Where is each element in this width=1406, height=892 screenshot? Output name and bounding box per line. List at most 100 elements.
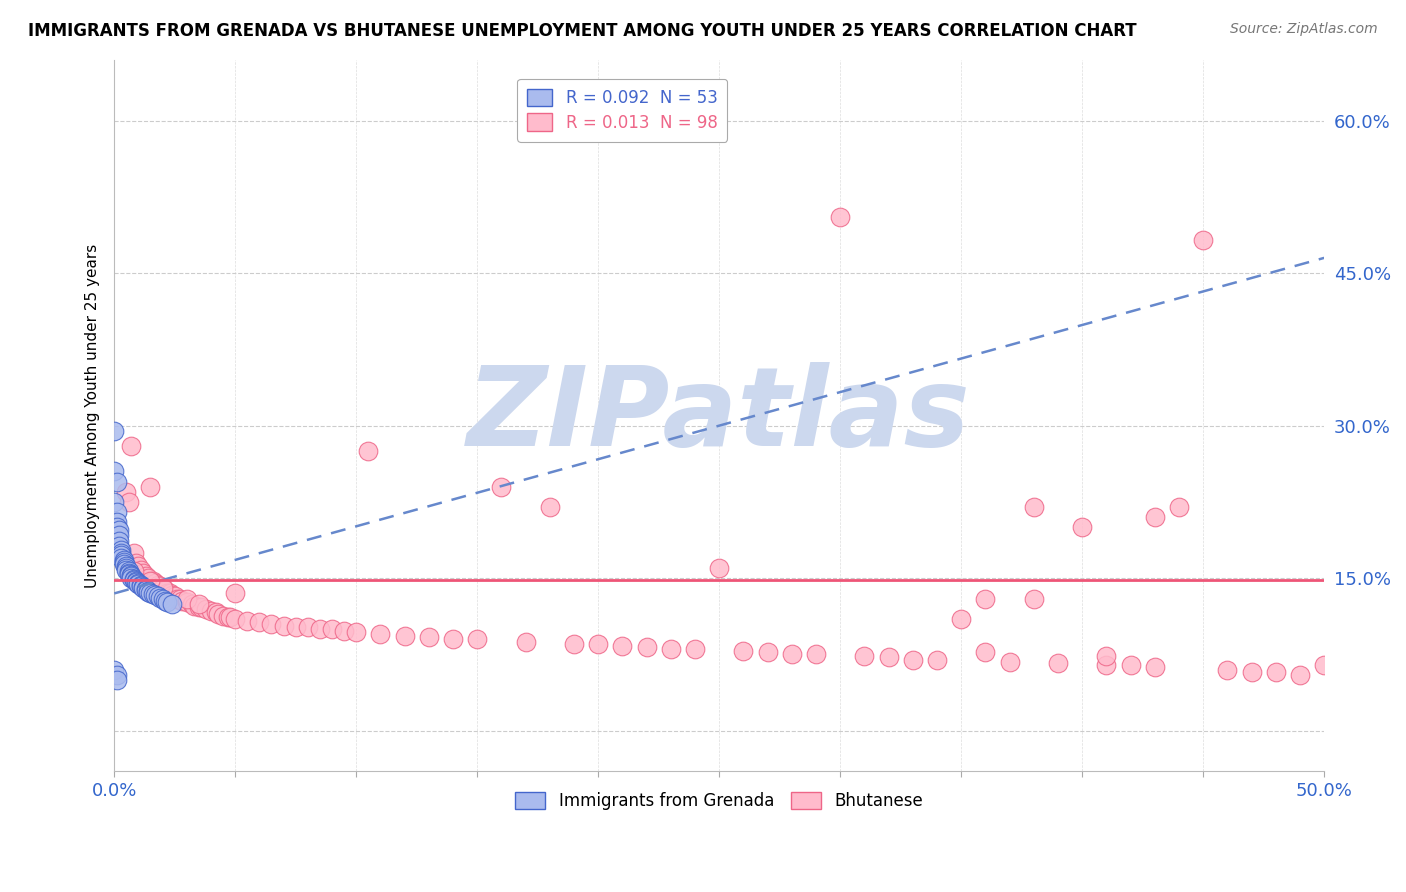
Point	[149, 591, 172, 605]
Point	[122, 546, 145, 560]
Point	[118, 567, 141, 582]
Point	[190, 599, 212, 614]
Point	[370, 627, 392, 641]
Point	[636, 640, 658, 655]
Point	[169, 591, 191, 606]
Point	[804, 648, 827, 662]
Text: ZIPatlas: ZIPatlas	[467, 362, 972, 469]
Point	[105, 520, 128, 534]
Point	[309, 622, 332, 636]
Point	[1264, 665, 1286, 679]
Point	[112, 557, 135, 571]
Point	[950, 612, 973, 626]
Point	[136, 571, 159, 585]
Point	[465, 632, 488, 647]
Point	[156, 586, 179, 600]
Point	[260, 616, 283, 631]
Point	[1095, 649, 1118, 664]
Point	[120, 439, 142, 453]
Point	[110, 548, 132, 562]
Point	[108, 533, 131, 548]
Point	[538, 500, 561, 514]
Point	[180, 597, 202, 611]
Point	[733, 644, 755, 658]
Point	[247, 615, 270, 629]
Point	[1143, 659, 1166, 673]
Point	[118, 564, 141, 578]
Point	[129, 563, 152, 577]
Point	[139, 574, 162, 589]
Point	[683, 642, 706, 657]
Point	[925, 652, 948, 666]
Point	[163, 590, 186, 604]
Point	[491, 480, 513, 494]
Point	[333, 624, 356, 638]
Point	[236, 614, 259, 628]
Point	[136, 584, 159, 599]
Point	[1143, 510, 1166, 524]
Point	[418, 630, 440, 644]
Point	[162, 597, 184, 611]
Point	[830, 211, 852, 225]
Point	[136, 585, 159, 599]
Point	[108, 539, 131, 553]
Point	[170, 593, 193, 607]
Point	[105, 673, 128, 687]
Point	[152, 591, 174, 606]
Point	[974, 645, 997, 659]
Point	[1313, 657, 1336, 672]
Point	[139, 586, 162, 600]
Point	[122, 573, 145, 587]
Point	[112, 553, 135, 567]
Point	[224, 586, 246, 600]
Point	[1289, 667, 1312, 681]
Point	[143, 589, 166, 603]
Point	[127, 577, 149, 591]
Point	[176, 594, 198, 608]
Point	[132, 582, 155, 596]
Point	[152, 582, 174, 596]
Point	[1095, 657, 1118, 672]
Text: Source: ZipAtlas.com: Source: ZipAtlas.com	[1230, 22, 1378, 37]
Point	[1022, 591, 1045, 606]
Point	[217, 610, 239, 624]
Point	[297, 620, 319, 634]
Point	[273, 619, 295, 633]
Point	[115, 559, 138, 574]
Point	[135, 582, 157, 597]
Point	[187, 599, 209, 614]
Point	[1071, 520, 1094, 534]
Point	[562, 637, 585, 651]
Point	[212, 608, 235, 623]
Y-axis label: Unemployment Among Youth under 25 years: Unemployment Among Youth under 25 years	[86, 244, 100, 588]
Legend: Immigrants from Grenada, Bhutanese: Immigrants from Grenada, Bhutanese	[509, 785, 929, 816]
Point	[122, 564, 145, 578]
Point	[224, 612, 246, 626]
Point	[1240, 665, 1263, 679]
Point	[205, 605, 228, 619]
Point	[162, 589, 184, 603]
Point	[127, 576, 149, 591]
Point	[115, 563, 138, 577]
Point	[125, 556, 148, 570]
Point	[105, 475, 128, 489]
Point	[127, 559, 149, 574]
Point	[110, 542, 132, 557]
Point	[152, 582, 174, 596]
Point	[219, 610, 242, 624]
Point	[115, 561, 138, 575]
Point	[135, 569, 157, 583]
Text: IMMIGRANTS FROM GRENADA VS BHUTANESE UNEMPLOYMENT AMONG YOUTH UNDER 25 YEARS COR: IMMIGRANTS FROM GRENADA VS BHUTANESE UNE…	[28, 22, 1136, 40]
Point	[108, 528, 131, 542]
Point	[105, 505, 128, 519]
Point	[853, 649, 876, 664]
Point	[132, 580, 155, 594]
Point	[901, 652, 924, 666]
Point	[357, 444, 380, 458]
Point	[877, 650, 900, 665]
Point	[135, 583, 157, 598]
Point	[586, 637, 609, 651]
Point	[1022, 500, 1045, 514]
Point	[120, 571, 142, 585]
Point	[153, 593, 176, 607]
